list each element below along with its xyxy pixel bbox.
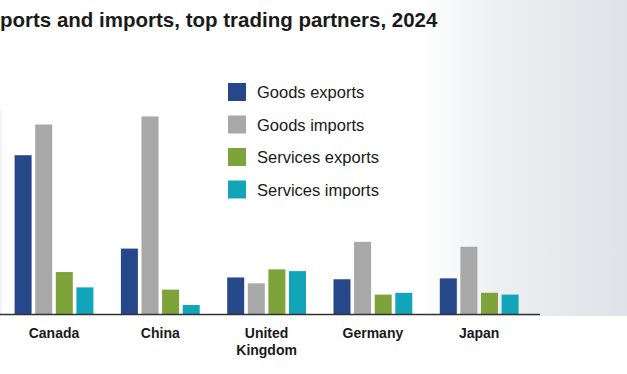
legend-swatch	[228, 83, 246, 101]
category-label: Canada	[29, 325, 80, 341]
bar	[502, 295, 519, 314]
category-label: UnitedKingdom	[236, 325, 297, 358]
legend-swatch	[228, 148, 246, 166]
bar	[162, 290, 179, 314]
bar	[440, 278, 457, 314]
legend-label: Services imports	[257, 181, 379, 199]
bar	[248, 283, 265, 314]
x-axis-line	[0, 314, 540, 316]
category-label: China	[141, 325, 180, 341]
legend-swatch	[228, 181, 246, 199]
bar	[334, 279, 351, 314]
background-photo	[420, 0, 627, 316]
bar	[460, 247, 477, 314]
bar	[142, 116, 159, 314]
bar	[56, 272, 73, 314]
bar	[289, 271, 306, 314]
chart: ports and imports, top trading partners,…	[0, 0, 627, 374]
bar	[227, 277, 244, 314]
legend-label: Goods exports	[257, 83, 364, 101]
legend-swatch	[228, 116, 246, 134]
bar	[35, 125, 52, 314]
category-label: Germany	[343, 325, 404, 341]
legend-label: Goods imports	[257, 116, 364, 134]
y-axis-line	[1, 111, 2, 314]
category-label-line: United	[245, 325, 289, 341]
bar	[268, 269, 285, 314]
bar	[481, 293, 498, 314]
bar	[183, 305, 200, 314]
bar	[76, 287, 93, 314]
title: ports and imports, top trading partners,…	[0, 8, 438, 31]
bar	[375, 295, 392, 314]
legend-label: Services exports	[257, 148, 379, 166]
bars	[15, 116, 519, 314]
bar	[15, 155, 32, 314]
category-label: Japan	[459, 325, 499, 341]
category-label-line: Kingdom	[236, 342, 297, 358]
bar	[354, 242, 371, 314]
bar	[395, 293, 412, 314]
bar	[121, 249, 138, 314]
